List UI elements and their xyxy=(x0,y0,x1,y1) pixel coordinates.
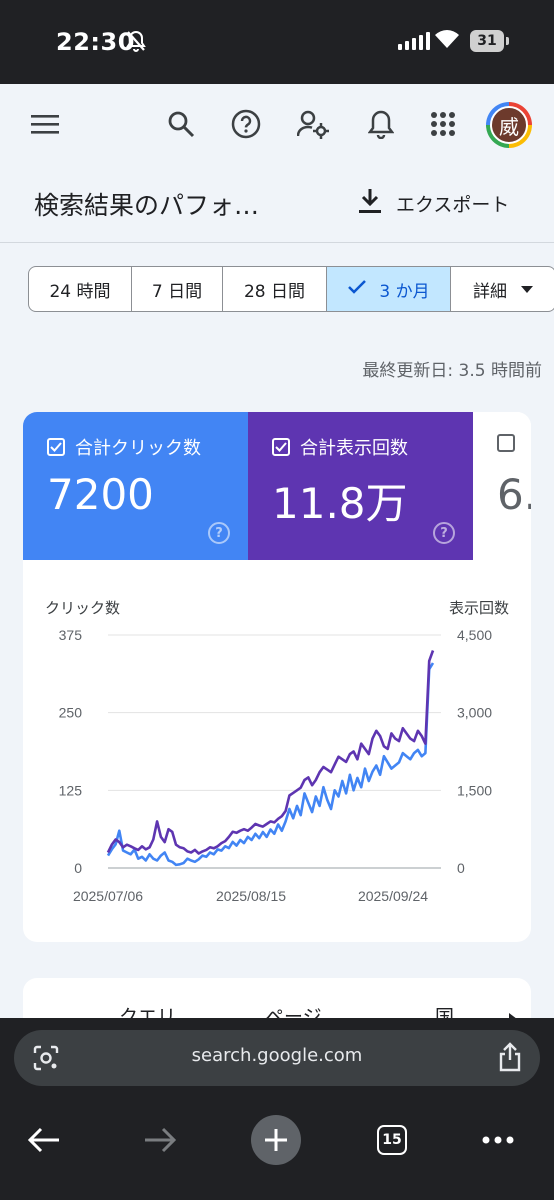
page-title: 検索結果のパフォ… xyxy=(34,191,260,220)
left-tick-label: 250 xyxy=(59,705,83,721)
status-time: 22:30 xyxy=(56,28,135,56)
range-label: 3 か月 xyxy=(379,281,430,302)
left-tick-label: 125 xyxy=(59,782,83,798)
metric-ctr[interactable]: 6. xyxy=(473,412,531,560)
right-tick-label: 0 xyxy=(457,860,465,876)
url-text: search.google.com xyxy=(191,1045,363,1066)
more-options-icon[interactable] xyxy=(476,1118,520,1162)
right-tick-label: 1,500 xyxy=(457,782,492,798)
help-icon[interactable]: ? xyxy=(208,522,230,544)
export-button[interactable]: エクスポート xyxy=(358,188,509,219)
tab-count: 15 xyxy=(377,1125,407,1155)
help-icon[interactable]: ? xyxy=(433,522,455,544)
right-tick-label: 3,000 xyxy=(457,705,492,721)
metric-value: 6. xyxy=(497,470,531,519)
status-bar: 22:30 31 xyxy=(0,0,554,84)
range-3m[interactable]: 3 か月 xyxy=(327,267,451,311)
battery-icon: 31 xyxy=(470,30,504,52)
metric-value: 11.8万 xyxy=(272,479,408,528)
checkbox-unchecked-icon xyxy=(497,434,515,452)
x-tick-label: 2025/07/06 xyxy=(73,888,143,904)
check-icon xyxy=(347,279,367,300)
performance-chart: クリック数 表示回数 375 4,500 250 3,000 125 1,500 0 0 202… xyxy=(45,600,509,904)
avatar-initial: 威 xyxy=(490,106,528,144)
help-icon[interactable] xyxy=(230,108,262,140)
metric-impressions[interactable]: 合計表示回数 11.8万 ? xyxy=(248,412,473,560)
right-axis-title: 表示回数 xyxy=(449,600,509,617)
impressions-series-line xyxy=(106,650,435,855)
checkbox-checked-icon xyxy=(47,438,65,456)
signal-icon xyxy=(398,32,430,50)
browser-toolbar: search.google.com 15 xyxy=(0,1018,554,1200)
range-24h[interactable]: 24 時間 xyxy=(29,267,132,311)
x-tick-label: 2025/09/24 xyxy=(358,888,428,904)
metric-label: 合計表示回数 xyxy=(300,438,408,459)
share-icon[interactable] xyxy=(498,1042,522,1076)
metric-clicks[interactable]: 合計クリック数 7200 ? xyxy=(23,412,248,560)
forward-icon[interactable] xyxy=(138,1118,182,1162)
dropdown-arrow-icon xyxy=(521,279,533,299)
left-tick-label: 0 xyxy=(74,860,82,876)
range-28d[interactable]: 28 日間 xyxy=(223,267,327,311)
left-tick-label: 375 xyxy=(59,627,83,643)
range-custom-dropdown[interactable]: 詳細 xyxy=(451,267,554,311)
right-tick-label: 4,500 xyxy=(457,627,492,643)
account-avatar[interactable]: 威 xyxy=(486,102,532,148)
range-label: 詳細 xyxy=(473,281,507,302)
metric-label: 合計クリック数 xyxy=(75,438,201,459)
date-range-selector: 24 時間 7 日間 28 日間 3 か月 詳細 xyxy=(28,266,554,312)
checkbox-checked-icon xyxy=(272,438,290,456)
range-7d[interactable]: 7 日間 xyxy=(132,267,223,311)
manage-accounts-icon[interactable] xyxy=(297,108,329,140)
range-label: 28 日間 xyxy=(243,281,306,302)
export-label: エクスポート xyxy=(396,194,510,216)
clicks-series-line xyxy=(106,662,435,867)
x-tick-label: 2025/08/15 xyxy=(216,888,286,904)
range-label: 7 日間 xyxy=(151,281,203,302)
tab-switcher-button[interactable]: 15 xyxy=(370,1118,414,1162)
header-divider xyxy=(0,242,554,243)
new-tab-icon[interactable] xyxy=(251,1115,301,1165)
left-axis-title: クリック数 xyxy=(45,600,120,617)
last-updated: 最終更新日: 3.5 時間前 xyxy=(362,361,542,381)
performance-card: 合計クリック数 7200 ? 合計表示回数 11.8万 ? 6. クリック数 表… xyxy=(23,412,531,942)
apps-grid-icon[interactable] xyxy=(427,108,459,140)
bell-off-icon xyxy=(126,30,146,56)
back-icon[interactable] xyxy=(22,1118,66,1162)
battery-tip xyxy=(506,37,509,45)
metric-value: 7200 xyxy=(47,470,154,519)
search-icon[interactable] xyxy=(165,108,197,140)
wifi-icon xyxy=(434,28,460,54)
address-bar[interactable]: search.google.com xyxy=(14,1030,540,1086)
lens-icon[interactable] xyxy=(32,1044,60,1076)
menu-icon[interactable] xyxy=(29,108,61,140)
download-icon xyxy=(358,188,382,219)
notifications-icon[interactable] xyxy=(365,108,397,140)
title-row: 検索結果のパフォ… エクスポート xyxy=(0,176,554,232)
browser-nav-row: 15 xyxy=(0,1098,554,1182)
range-label: 24 時間 xyxy=(49,281,111,302)
app-bar xyxy=(0,84,554,164)
